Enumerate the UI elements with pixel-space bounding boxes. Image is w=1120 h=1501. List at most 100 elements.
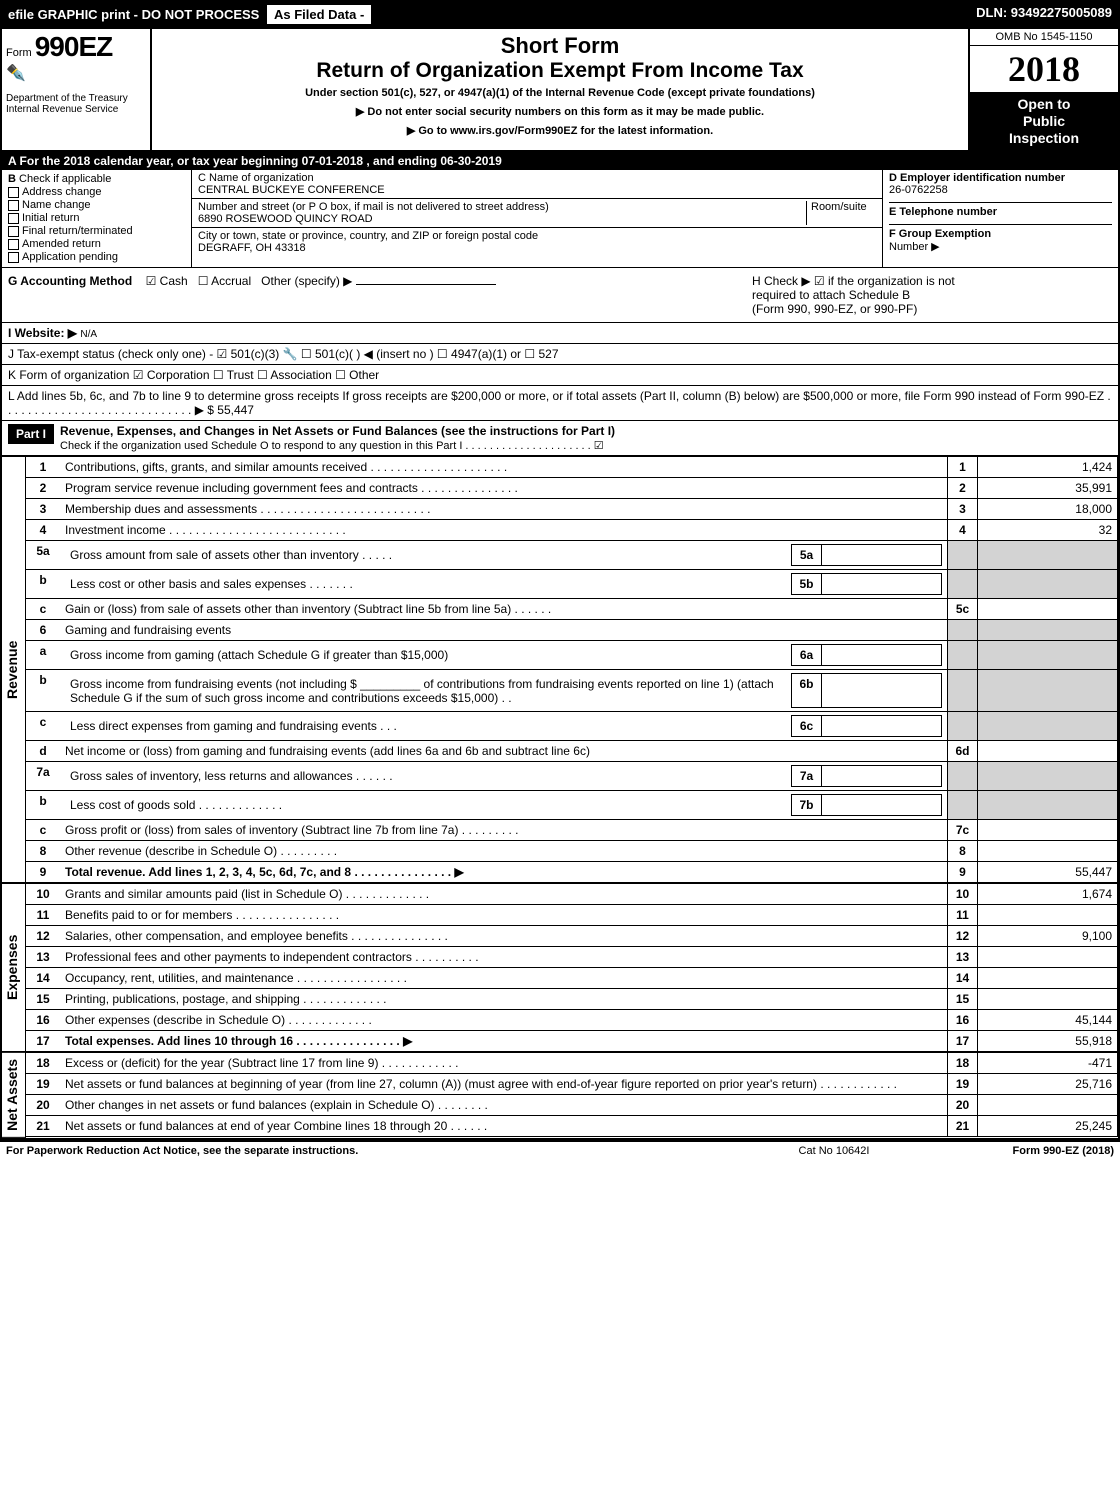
table-row: 1Contributions, gifts, grants, and simil… [26, 457, 1118, 478]
title-box: Short Form Return of Organization Exempt… [152, 29, 968, 150]
table-row: 13Professional fees and other payments t… [26, 947, 1118, 968]
line-description: Gross amount from sale of assets other t… [60, 541, 948, 570]
line-number: 1 [26, 457, 60, 478]
form-prefix: Form [6, 47, 32, 59]
line-number: d [26, 741, 60, 762]
paperwork-notice: For Paperwork Reduction Act Notice, see … [6, 1145, 734, 1157]
amount-value: 9,100 [978, 926, 1118, 947]
chk-initial-return[interactable]: Initial return [8, 212, 185, 224]
group-label: F Group Exemption [889, 228, 991, 240]
chk-amended-return[interactable]: Amended return [8, 238, 185, 250]
line-desc-text: Gross amount from sale of assets other t… [65, 545, 792, 566]
line-description: Net assets or fund balances at end of ye… [60, 1116, 948, 1137]
amount-line-number: 21 [948, 1116, 978, 1137]
line-number: 4 [26, 520, 60, 541]
amount-value [978, 1095, 1118, 1116]
dept-treasury: Department of the Treasury [6, 93, 146, 104]
g-other-input[interactable] [356, 284, 496, 285]
line-description: Other changes in net assets or fund bala… [60, 1095, 948, 1116]
amount-value: 55,447 [978, 862, 1118, 883]
mini-line-number: 7a [792, 766, 822, 787]
revenue-side-label: Revenue [2, 456, 26, 883]
amount-line-number: 11 [948, 905, 978, 926]
amount-line-number: 7c [948, 820, 978, 841]
amount-value [978, 712, 1118, 741]
table-row: bLess cost of goods sold . . . . . . . .… [26, 791, 1118, 820]
line-number: 6 [26, 620, 60, 641]
line-number: 18 [26, 1053, 60, 1074]
table-row: 9Total revenue. Add lines 1, 2, 3, 4, 5c… [26, 862, 1118, 883]
line-number: c [26, 599, 60, 620]
line-description: Other revenue (describe in Schedule O) .… [60, 841, 948, 862]
form-number-box: Form 990EZ ✒️ Department of the Treasury… [2, 29, 152, 150]
mini-line-number: 6b [792, 674, 822, 708]
chk-address-change[interactable]: Address change [8, 186, 185, 198]
amount-value: 18,000 [978, 499, 1118, 520]
line-number: b [26, 791, 60, 820]
line-description: Gross profit or (loss) from sales of inv… [60, 820, 948, 841]
line-a: A For the 2018 calendar year, or tax yea… [2, 152, 1118, 170]
g-other: Other (specify) ▶ [261, 274, 352, 288]
amount-value [978, 570, 1118, 599]
ein-label: D Employer identification number [889, 172, 1065, 184]
amount-value: 1,674 [978, 884, 1118, 905]
room-suite-label: Room/suite [806, 201, 876, 225]
table-row: 21Net assets or fund balances at end of … [26, 1116, 1118, 1137]
amount-value [978, 841, 1118, 862]
g-accrual[interactable]: ☐ Accrual [198, 274, 251, 288]
amount-value [978, 620, 1118, 641]
table-row: 17Total expenses. Add lines 10 through 1… [26, 1031, 1118, 1052]
efile-icon: ✒️ [6, 63, 146, 83]
mini-line-value [822, 574, 942, 595]
amount-line-number: 12 [948, 926, 978, 947]
line-description: Printing, publications, postage, and shi… [60, 989, 948, 1010]
line-description: Net assets or fund balances at beginning… [60, 1074, 948, 1095]
amount-line-number: 14 [948, 968, 978, 989]
phone-block: E Telephone number [889, 202, 1112, 218]
netassets-side-label: Net Assets [2, 1052, 26, 1138]
g-label: G Accounting Method [8, 274, 132, 288]
amount-line-number: 15 [948, 989, 978, 1010]
line-description: Grants and similar amounts paid (list in… [60, 884, 948, 905]
amount-line-number [948, 641, 978, 670]
efile-banner: efile GRAPHIC print - DO NOT PROCESS As … [2, 2, 970, 27]
efile-text: efile GRAPHIC print - DO NOT PROCESS [8, 7, 259, 22]
section-d-e-f: D Employer identification number 26-0762… [883, 170, 1118, 267]
amount-line-number: 2 [948, 478, 978, 499]
line-number: 8 [26, 841, 60, 862]
line-description: Investment income . . . . . . . . . . . … [60, 520, 948, 541]
ein-block: D Employer identification number 26-0762… [889, 172, 1112, 196]
open-to-public: Open to Public Inspection [970, 92, 1118, 150]
amount-value [978, 670, 1118, 712]
section-g: G Accounting Method ☑ Cash ☐ Accrual Oth… [8, 274, 752, 316]
website-value: N/A [80, 329, 97, 340]
part1-title-block: Revenue, Expenses, and Changes in Net As… [60, 424, 1112, 452]
h-line3: (Form 990, 990-EZ, or 990-PF) [752, 302, 1112, 316]
table-row: 11Benefits paid to or for members . . . … [26, 905, 1118, 926]
chk-final-return[interactable]: Final return/terminated [8, 225, 185, 237]
sections-b-c-d: B Check if applicable Address change Nam… [2, 170, 1118, 268]
line-description: Gross income from fundraising events (no… [60, 670, 948, 712]
revenue-table: 1Contributions, gifts, grants, and simil… [26, 456, 1118, 883]
chk-application-pending[interactable]: Application pending [8, 251, 185, 263]
chk-name-change[interactable]: Name change [8, 199, 185, 211]
g-cash[interactable]: ☑ Cash [146, 274, 188, 288]
section-l: L Add lines 5b, 6c, and 7b to line 9 to … [2, 386, 1118, 421]
line-description: Occupancy, rent, utilities, and maintena… [60, 968, 948, 989]
amount-line-number [948, 712, 978, 741]
amount-value [978, 599, 1118, 620]
line-number: b [26, 570, 60, 599]
table-row: 7aGross sales of inventory, less returns… [26, 762, 1118, 791]
page-footer: For Paperwork Reduction Act Notice, see … [0, 1140, 1120, 1160]
line-description: Program service revenue including govern… [60, 478, 948, 499]
amount-value [978, 820, 1118, 841]
b-label: B [8, 173, 16, 185]
line-number: 15 [26, 989, 60, 1010]
mini-line-number: 6a [792, 645, 822, 666]
line-description: Less cost of goods sold . . . . . . . . … [60, 791, 948, 820]
line-number: 17 [26, 1031, 60, 1052]
line-description: Benefits paid to or for members . . . . … [60, 905, 948, 926]
amount-value: 25,716 [978, 1074, 1118, 1095]
line-description: Total revenue. Add lines 1, 2, 3, 4, 5c,… [60, 862, 948, 883]
amount-line-number: 18 [948, 1053, 978, 1074]
